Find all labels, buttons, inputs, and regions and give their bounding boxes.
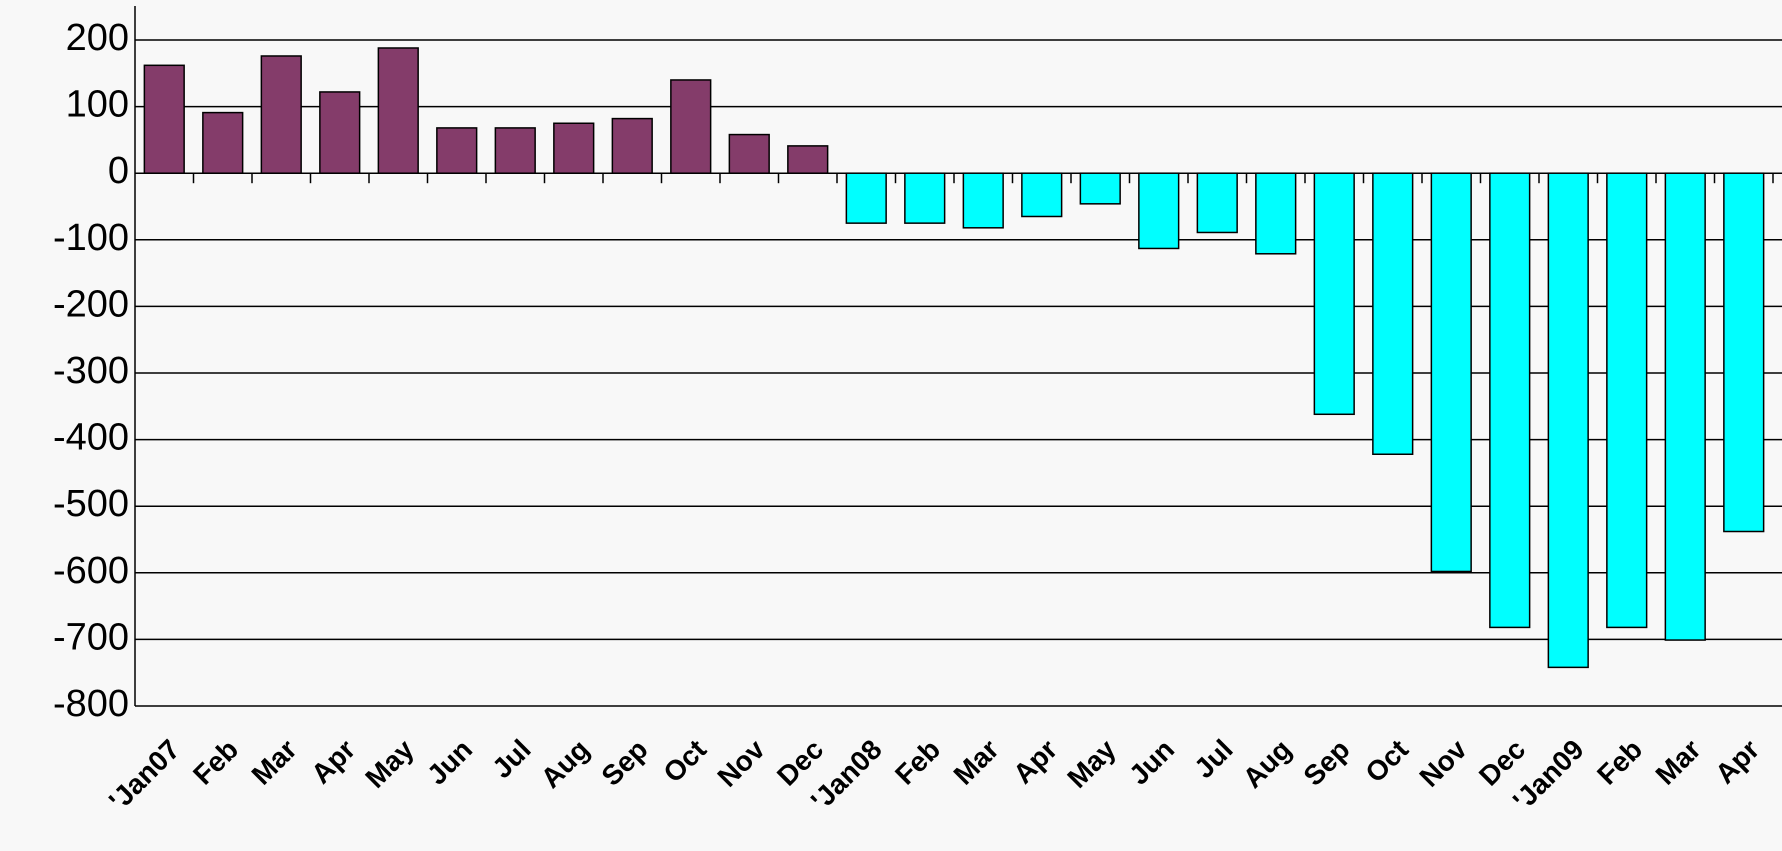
bar bbox=[1255, 172, 1297, 255]
x-tick-label: May bbox=[359, 733, 420, 794]
bar bbox=[377, 47, 419, 174]
x-tick-label: Jul bbox=[486, 734, 537, 785]
bar bbox=[1489, 172, 1531, 629]
bar bbox=[904, 172, 946, 224]
bar bbox=[728, 133, 770, 174]
x-tick-label: Apr bbox=[305, 733, 361, 789]
y-tick-label: -100 bbox=[53, 217, 129, 259]
bar bbox=[202, 111, 244, 174]
y-tick-label: -500 bbox=[53, 483, 129, 525]
bar bbox=[436, 127, 478, 174]
y-tick-label: -200 bbox=[53, 283, 129, 325]
bar bbox=[1021, 172, 1063, 218]
y-tick-label: -800 bbox=[53, 683, 129, 725]
bar bbox=[1664, 172, 1706, 641]
x-tick-label: Nov bbox=[711, 733, 771, 793]
x-tick-label: 'Jan07 bbox=[103, 734, 186, 817]
bar bbox=[143, 64, 185, 174]
x-tick-label: Sep bbox=[1297, 734, 1355, 792]
x-tick-label: Feb bbox=[1591, 734, 1648, 791]
bar bbox=[1606, 172, 1648, 629]
x-tick-label: Apr bbox=[1007, 733, 1063, 789]
bar bbox=[260, 55, 302, 174]
bar bbox=[1138, 172, 1180, 250]
bar bbox=[1547, 172, 1589, 669]
x-tick-label: Nov bbox=[1413, 733, 1473, 793]
y-tick-label: -700 bbox=[53, 616, 129, 658]
y-tick-label: -600 bbox=[53, 550, 129, 592]
x-tick-label: Jul bbox=[1188, 734, 1239, 785]
bar bbox=[1430, 172, 1472, 573]
bar bbox=[553, 122, 595, 174]
x-tick-label: May bbox=[1061, 733, 1122, 794]
x-tick-label: Mar bbox=[246, 733, 303, 790]
x-tick-label: Oct bbox=[1359, 734, 1414, 789]
bar bbox=[611, 117, 653, 174]
y-tick-label: 200 bbox=[66, 17, 129, 59]
bar bbox=[1079, 172, 1121, 205]
x-tick-label: Apr bbox=[1709, 733, 1765, 789]
x-tick-label: Mar bbox=[948, 733, 1005, 790]
x-tick-label: Aug bbox=[535, 734, 595, 794]
x-tick-label: Jun bbox=[421, 734, 478, 791]
y-tick-label: -300 bbox=[53, 350, 129, 392]
x-tick-label: Oct bbox=[657, 734, 712, 789]
x-tick-label: Aug bbox=[1237, 734, 1297, 794]
bar bbox=[670, 79, 712, 174]
x-tick-label: Feb bbox=[889, 734, 946, 791]
x-tick-label: Feb bbox=[187, 734, 244, 791]
bar bbox=[787, 145, 829, 174]
bar bbox=[962, 172, 1004, 229]
bar bbox=[319, 91, 361, 174]
x-tick-label: Jun bbox=[1123, 734, 1180, 791]
y-tick-label: -400 bbox=[53, 417, 129, 459]
y-tick-label: 0 bbox=[108, 150, 129, 192]
bar bbox=[1372, 172, 1414, 456]
y-tick-label: 100 bbox=[66, 84, 129, 126]
bar bbox=[1723, 172, 1765, 533]
x-tick-label: Sep bbox=[595, 734, 653, 792]
bar bbox=[1313, 172, 1355, 416]
bar bbox=[494, 127, 536, 174]
x-tick-label: Mar bbox=[1650, 733, 1707, 790]
bar bbox=[1196, 172, 1238, 234]
bar bbox=[845, 172, 887, 224]
